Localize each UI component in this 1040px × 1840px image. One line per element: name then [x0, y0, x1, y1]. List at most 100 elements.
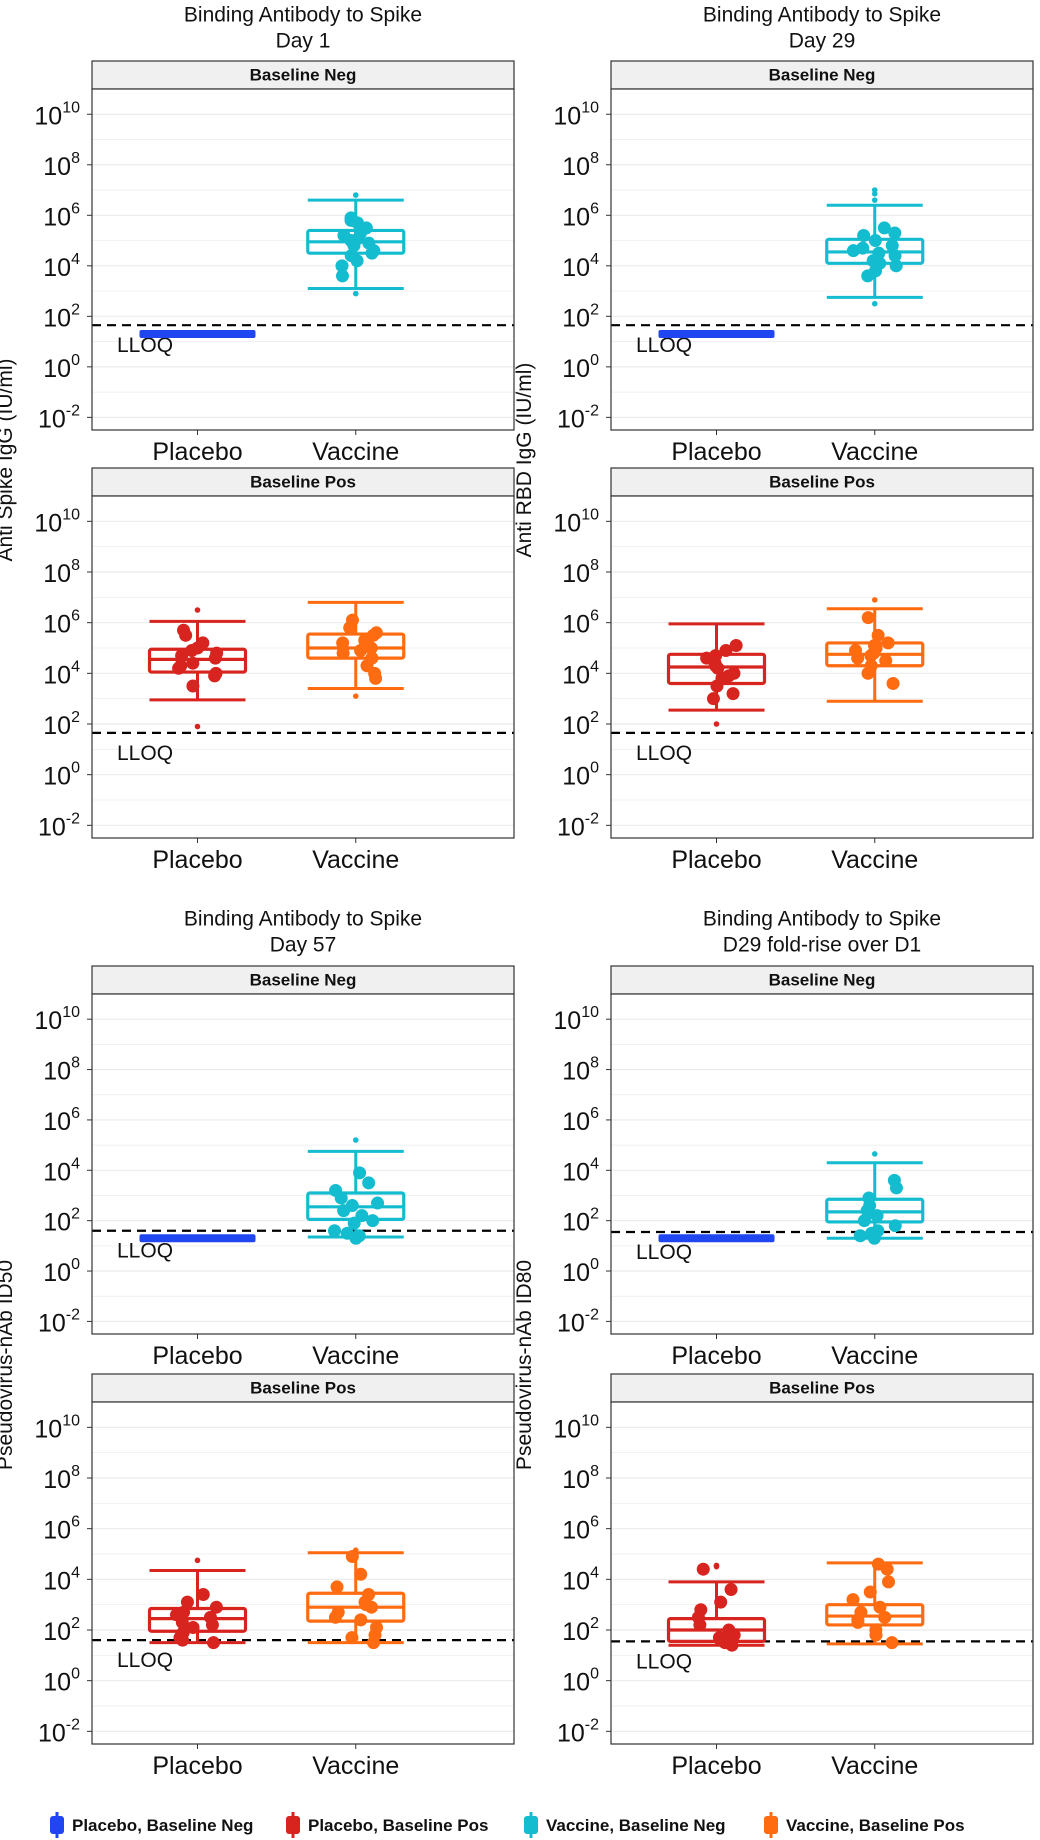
x-tick-label: Vaccine — [831, 1342, 918, 1370]
chart-title-line: Binding Antibody to Spike — [184, 4, 422, 27]
y-tick-label: 106 — [562, 200, 599, 231]
data-point — [337, 229, 351, 243]
legend-item: Vaccine, Baseline Neg — [524, 1812, 726, 1838]
x-tick-label: Placebo — [671, 438, 761, 466]
data-point — [366, 1214, 380, 1228]
data-point — [205, 1618, 219, 1632]
facet-strip-label: Baseline Pos — [769, 1378, 875, 1397]
y-tick-label: 100 — [562, 760, 599, 791]
x-tick-label: Placebo — [671, 1752, 761, 1780]
data-point — [354, 1567, 368, 1581]
x-tick-label: Vaccine — [312, 438, 399, 466]
y-tick-label: 102 — [43, 1615, 80, 1646]
lloq-label: LLOQ — [117, 742, 173, 765]
box-flat — [658, 330, 775, 339]
y-tick-label: 10-2 — [38, 1306, 80, 1337]
box-vaccine — [825, 597, 925, 703]
panel-frame — [610, 88, 1034, 431]
data-point — [210, 646, 224, 660]
chart-title-line: Day 1 — [276, 30, 331, 53]
x-tick-label: Vaccine — [312, 1342, 399, 1370]
data-point — [872, 246, 886, 260]
data-point — [175, 649, 189, 663]
facet-strip — [610, 965, 1034, 995]
panel-frame — [91, 88, 515, 431]
legend-item: Placebo, Baseline Neg — [50, 1812, 253, 1838]
facet-strip-label: Baseline Pos — [250, 472, 356, 491]
chart-title-line: Binding Antibody to Spike — [184, 908, 422, 931]
data-point — [709, 659, 723, 673]
y-tick-label: 1010 — [34, 1004, 80, 1035]
outlier-point — [871, 1151, 878, 1157]
box-vaccine — [825, 1151, 925, 1245]
data-point — [344, 249, 358, 263]
y-tick-label: 100 — [43, 1666, 80, 1697]
box-flat — [139, 330, 256, 339]
data-point — [209, 1600, 223, 1614]
y-tick-label: 100 — [562, 1666, 599, 1697]
plot-background — [611, 89, 1033, 430]
legend: Placebo, Baseline Neg Placebo, Baseline P… — [50, 1812, 965, 1838]
data-point — [885, 239, 899, 253]
panel-frame — [91, 495, 515, 839]
lloq-label: LLOQ — [117, 1240, 173, 1263]
outlier-point — [352, 192, 359, 198]
legend-label: Placebo, Baseline Neg — [72, 1816, 253, 1835]
facet-strip-label: Baseline Neg — [769, 65, 876, 84]
data-point — [846, 1593, 860, 1607]
data-point — [354, 1613, 368, 1627]
data-point — [335, 259, 349, 273]
x-tick-label: Placebo — [671, 1342, 761, 1370]
x-tick-label: Placebo — [671, 846, 761, 874]
y-tick-label: 106 — [43, 200, 80, 231]
plot-background — [92, 89, 514, 430]
y-tick-label: 108 — [562, 557, 599, 588]
outlier-point — [194, 607, 201, 613]
facet-strip — [610, 60, 1034, 90]
data-point — [871, 628, 885, 642]
data-point — [722, 669, 736, 683]
data-point — [694, 1603, 708, 1617]
data-point — [186, 656, 200, 670]
y-tick-label: 102 — [562, 709, 599, 740]
data-point — [861, 611, 875, 625]
y-tick-label: 102 — [562, 301, 599, 332]
data-point — [355, 1209, 369, 1223]
y-tick-label: 1010 — [34, 506, 80, 537]
panel-frame — [610, 1401, 1034, 1745]
box-flat — [139, 1234, 256, 1243]
data-point — [877, 221, 891, 235]
y-tick-label: 104 — [43, 658, 80, 689]
data-point — [857, 229, 871, 243]
data-point — [354, 644, 368, 658]
data-point — [863, 1585, 877, 1599]
data-point — [722, 1623, 736, 1637]
data-point — [873, 256, 887, 270]
data-point — [345, 1199, 359, 1213]
data-point — [856, 241, 870, 255]
facet-strip — [91, 1373, 515, 1403]
x-tick-label: Vaccine — [831, 1752, 918, 1780]
chart-title-line: Binding Antibody to Spike — [703, 4, 941, 27]
data-point — [335, 269, 349, 283]
y-tick-label: 1010 — [34, 1412, 80, 1443]
x-tick-label: Placebo — [152, 438, 242, 466]
x-tick-label: Placebo — [152, 1752, 242, 1780]
x-tick-label: Placebo — [152, 1342, 242, 1370]
chart-3: Binding Antibody to Spike Day 57 Pseudovir… — [0, 908, 515, 1780]
y-tick-label: 102 — [43, 1206, 80, 1237]
panel-frame — [610, 993, 1034, 1335]
data-point — [336, 646, 350, 660]
y-tick-label: 10-2 — [557, 810, 599, 841]
plot-background — [611, 994, 1033, 1334]
chart-title-line: D29 fold-rise over D1 — [723, 934, 921, 957]
data-point — [330, 1580, 344, 1594]
data-point — [340, 1226, 354, 1240]
data-point — [888, 226, 902, 240]
data-point — [712, 1631, 726, 1645]
data-point — [328, 1610, 342, 1624]
data-point — [345, 1631, 359, 1645]
y-tick-label: 10-2 — [557, 402, 599, 433]
data-point — [888, 249, 902, 263]
facet-strip — [91, 467, 515, 497]
